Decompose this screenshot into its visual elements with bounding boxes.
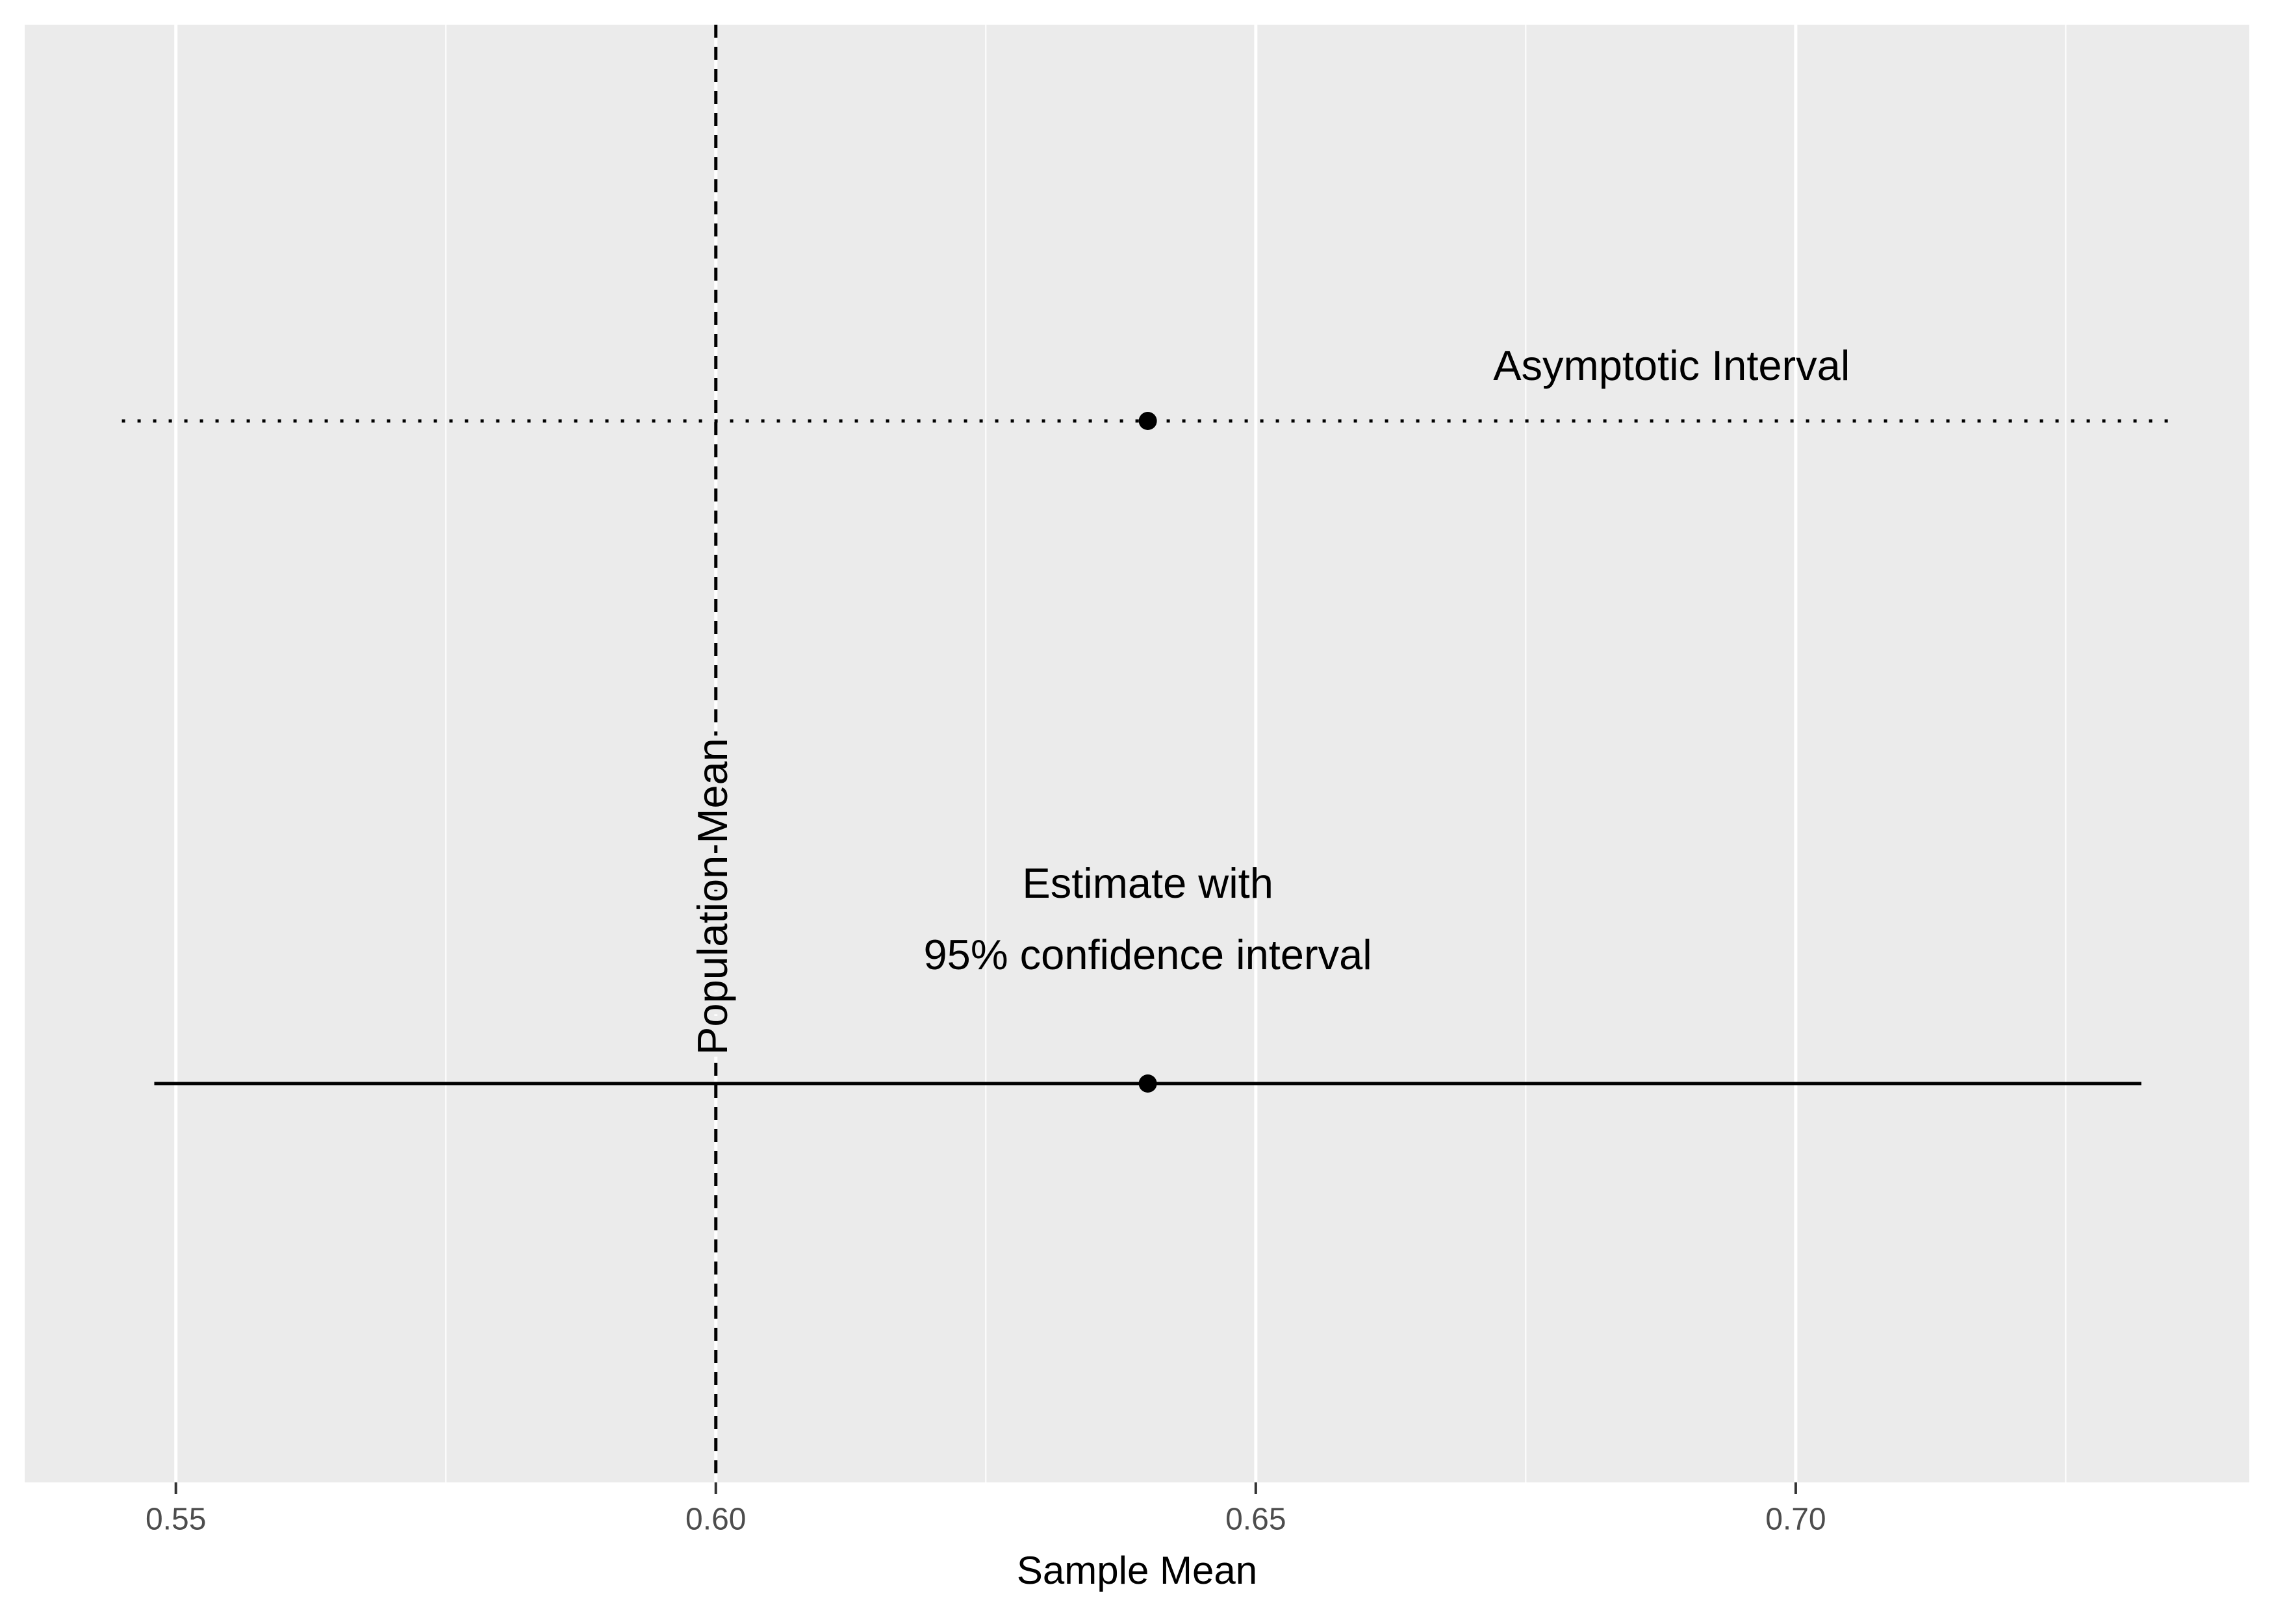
estimate-point-2 — [1138, 412, 1157, 430]
intervals: Estimate with 95% confidence interval Asym… — [121, 342, 2174, 1093]
interval-label-1: 95% confidence interval — [924, 931, 1372, 978]
x-tick-label: 0.65 — [1225, 1503, 1286, 1537]
interval-label-2: Asymptotic Interval — [1493, 342, 1850, 389]
x-axis-title: Sample Mean — [1017, 1549, 1257, 1592]
population-mean-label: Population Mean — [689, 738, 736, 1055]
grid-minor — [445, 25, 2067, 1482]
plot-panel — [25, 25, 2249, 1482]
x-axis-ticks: 0.55 0.60 0.65 0.70 — [146, 1482, 1826, 1537]
interval-label-1: Estimate with — [1022, 859, 1273, 907]
x-tick-label: 0.70 — [1765, 1503, 1826, 1537]
x-tick-label: 0.60 — [685, 1503, 746, 1537]
estimate-point-1 — [1138, 1074, 1157, 1093]
x-tick-label: 0.55 — [146, 1503, 206, 1537]
